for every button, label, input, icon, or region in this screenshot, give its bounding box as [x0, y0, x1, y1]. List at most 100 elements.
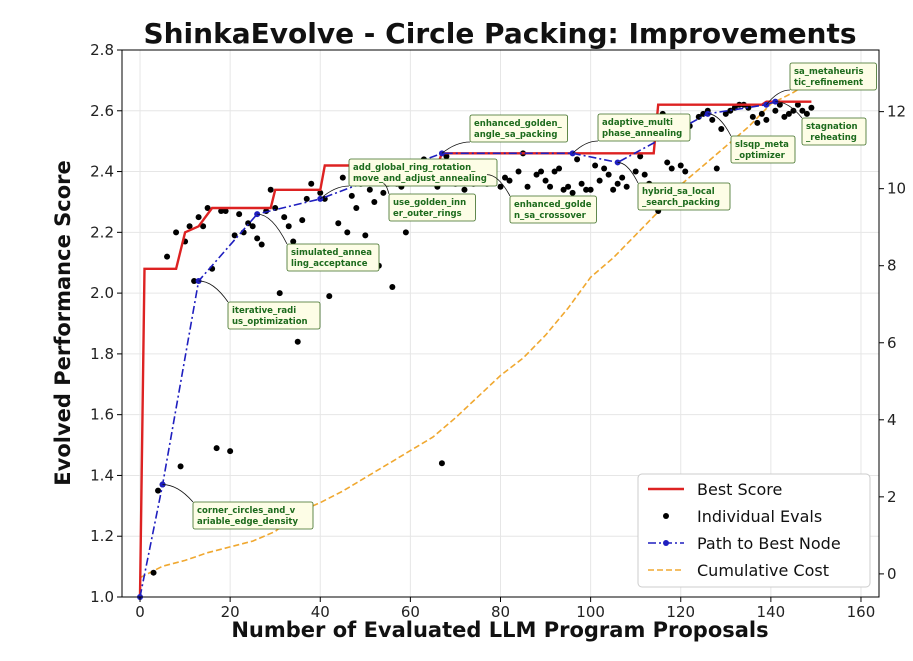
eval-point: [438, 460, 445, 467]
eval-point: [709, 116, 716, 123]
eval-point: [772, 107, 779, 114]
y-axis-title: Evolved Performance Score: [51, 160, 75, 485]
annotation-label: _optimizer: [735, 151, 786, 161]
annotation-connector: [766, 89, 791, 105]
eval-point: [222, 208, 229, 215]
eval-point: [677, 162, 684, 169]
y-tick-label: 2.6: [90, 102, 114, 120]
annotation-box: [801, 117, 867, 146]
annotation-label: iterative_radi: [232, 306, 296, 316]
eval-point: [299, 217, 306, 224]
eval-point: [380, 189, 387, 196]
eval-point: [515, 168, 522, 175]
eval-point: [763, 116, 770, 123]
eval-point: [718, 126, 725, 133]
annotation-box: [286, 243, 380, 272]
y2-tick-label: 2: [887, 488, 897, 506]
annotation-connector: [319, 185, 350, 200]
annotation-label: simulated_annea: [291, 248, 372, 258]
eval-point: [542, 177, 549, 184]
annotation-label: er_outer_rings: [393, 209, 462, 219]
legend-label: Cumulative Cost: [697, 561, 829, 580]
eval-point: [344, 229, 351, 236]
eval-point: [785, 110, 792, 117]
eval-point: [164, 253, 171, 260]
annotation-label: move_and_adjust_annealing: [353, 174, 487, 184]
eval-point: [547, 183, 554, 190]
annotation-box: [192, 501, 314, 530]
annotation-box: [509, 195, 597, 224]
eval-point: [254, 235, 261, 242]
annotation-connector: [162, 484, 194, 503]
eval-point: [155, 487, 162, 494]
x-tick-label: 80: [491, 603, 510, 621]
eval-point: [218, 208, 225, 215]
eval-point: [799, 107, 806, 114]
x-tick-label: 120: [666, 603, 695, 621]
eval-point: [610, 186, 617, 193]
eval-point: [790, 107, 797, 114]
eval-point: [371, 198, 378, 205]
annotation-label: slsqp_meta: [735, 140, 789, 150]
eval-point: [794, 101, 801, 108]
eval-point: [348, 192, 355, 199]
annotation-label: enhanced_golden_: [474, 119, 563, 129]
eval-point: [776, 101, 783, 108]
eval-point: [191, 277, 198, 284]
eval-point: [569, 189, 576, 196]
eval-point: [664, 159, 671, 166]
eval-point: [803, 110, 810, 117]
y-tick-label: 2.2: [90, 223, 114, 241]
y2-tick-label: 8: [887, 257, 897, 275]
eval-point: [632, 168, 639, 175]
y-tick-label: 2.0: [90, 284, 114, 302]
legend: Best Score Individual Evals Path to Best N…: [637, 473, 871, 588]
annotation-label: phase_annealing: [602, 129, 682, 139]
annotation-box: [597, 113, 691, 142]
y-tick-label: 1.4: [90, 466, 114, 484]
annotation-label: angle_sa_packing: [474, 130, 557, 140]
legend-label: Best Score: [697, 480, 782, 499]
legend-box: [637, 473, 871, 588]
eval-point: [236, 211, 243, 218]
annotation-box: [348, 158, 498, 187]
eval-point: [281, 214, 288, 221]
legend-swatch-path-node: [663, 540, 669, 546]
cumulative-cost-line: [139, 80, 812, 579]
eval-point: [551, 168, 558, 175]
y2-tick-label: 4: [887, 411, 897, 429]
eval-point: [668, 165, 675, 172]
eval-point: [497, 183, 504, 190]
eval-point: [592, 162, 599, 169]
x-tick-label: 100: [576, 603, 605, 621]
y2-tick-label: 0: [887, 565, 897, 583]
eval-point: [533, 171, 540, 178]
eval-point: [389, 284, 396, 291]
x-tick-label: 40: [311, 603, 330, 621]
eval-point: [641, 171, 648, 178]
eval-point: [326, 293, 333, 300]
eval-point: [204, 205, 211, 212]
eval-point: [402, 229, 409, 236]
annotation-connector: [441, 141, 471, 154]
annotation-label: hybrid_sa_local: [642, 187, 715, 197]
eval-point: [565, 183, 572, 190]
path-to-best-line: [139, 100, 776, 598]
eval-point: [754, 119, 761, 126]
eval-point: [722, 110, 729, 117]
annotation-label: adaptive_multi: [602, 118, 673, 128]
y2-tick-label: 12: [887, 103, 906, 121]
eval-point: [605, 171, 612, 178]
annotation-label: tic_refinement: [794, 78, 863, 88]
y-tick-label: 1.6: [90, 406, 114, 424]
eval-point: [781, 113, 788, 120]
annotation-connector: [486, 174, 511, 197]
legend-label: Path to Best Node: [697, 534, 841, 553]
annotation-box: [227, 301, 321, 330]
y-tick-label: 1.0: [90, 588, 114, 606]
eval-point: [587, 186, 594, 193]
annotation: stagnation_reheating: [775, 101, 867, 146]
x-axis-title: Number of Evaluated LLM Program Proposal…: [231, 618, 768, 642]
annotation-label: _reheating: [806, 133, 857, 143]
